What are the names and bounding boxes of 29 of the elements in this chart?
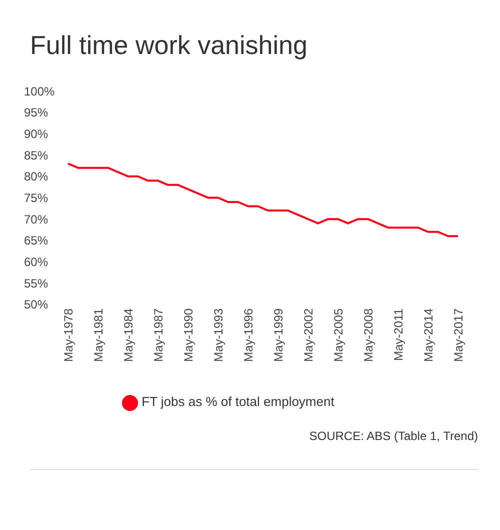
x-tick-label: May-2002 <box>302 308 316 362</box>
x-tick-label: May-2005 <box>332 308 346 362</box>
x-tick-label: May-2014 <box>422 308 436 362</box>
y-tick-label: 80% <box>24 170 48 184</box>
y-tick-label: 75% <box>24 190 48 205</box>
chart-title: Full time work vanishing <box>29 29 308 61</box>
y-tick-label: 85% <box>24 148 48 162</box>
x-tick-label: May-1993 <box>212 308 226 362</box>
y-tick-label: 100% <box>24 84 56 98</box>
source-note: SOURCE: ABS (Table 1, Trend) <box>308 429 479 443</box>
y-tick-label: 55% <box>24 276 48 290</box>
x-tick-label: May-1978 <box>62 308 76 362</box>
line-series <box>67 162 459 238</box>
y-tick-label: 90% <box>24 126 48 141</box>
x-tick-label: May-1999 <box>272 308 286 362</box>
x-tick-label: May-1981 <box>92 308 106 362</box>
x-tick-label: May-1996 <box>242 308 256 362</box>
y-tick-label: 70% <box>24 212 48 226</box>
y-tick-label: 60% <box>24 255 48 270</box>
y-tick-label: 65% <box>24 234 48 248</box>
x-tick-label: May-1990 <box>182 308 196 362</box>
legend-label: FT jobs as % of total employment <box>142 394 334 410</box>
x-tick-label: May-2008 <box>362 308 376 362</box>
x-tick-label: May-1984 <box>122 308 136 362</box>
y-tick-label: 50% <box>24 298 48 312</box>
x-tick-label: May-2017 <box>452 308 466 362</box>
x-tick-label: May-1987 <box>152 308 166 362</box>
x-tick-label: May-2011 <box>392 308 406 361</box>
y-tick-label: 95% <box>24 106 48 120</box>
